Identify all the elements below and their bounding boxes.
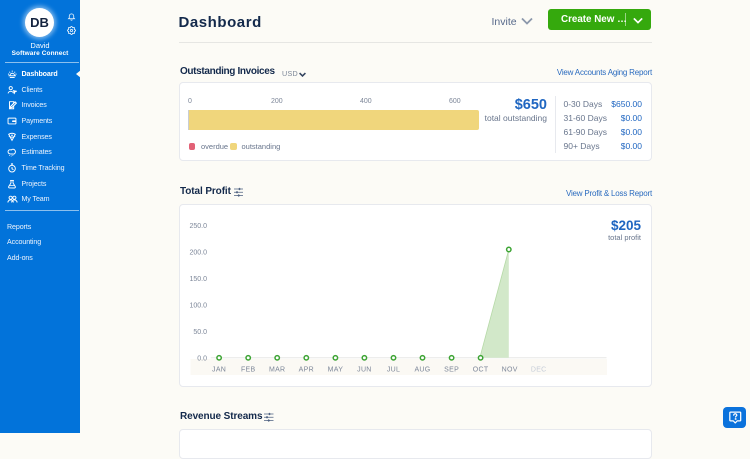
- svg-text:MAY: MAY: [328, 367, 344, 374]
- svg-text:DEC: DEC: [531, 367, 547, 374]
- svg-text:APR: APR: [299, 367, 314, 374]
- svg-text:150.0: 150.0: [189, 276, 207, 283]
- svg-text:NOV: NOV: [502, 367, 518, 374]
- svg-text:250.0: 250.0: [189, 223, 207, 230]
- svg-text:MAR: MAR: [269, 367, 285, 374]
- svg-text:JUL: JUL: [387, 367, 400, 374]
- svg-text:AUG: AUG: [414, 367, 430, 374]
- svg-text:0.0: 0.0: [197, 356, 207, 363]
- svg-text:200.0: 200.0: [189, 250, 207, 257]
- svg-text:JUN: JUN: [357, 367, 372, 374]
- svg-text:FEB: FEB: [241, 367, 256, 374]
- svg-text:50.0: 50.0: [193, 329, 207, 336]
- svg-text:JAN: JAN: [212, 367, 226, 374]
- svg-text:OCT: OCT: [473, 367, 489, 374]
- svg-text:SEP: SEP: [444, 367, 459, 374]
- svg-text:100.0: 100.0: [189, 303, 207, 310]
